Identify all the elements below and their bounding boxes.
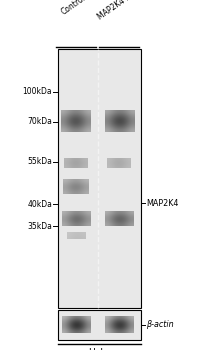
Text: β-actin: β-actin [146, 320, 174, 329]
Text: 70kDa: 70kDa [27, 117, 52, 126]
Text: Control: Control [59, 0, 87, 17]
Text: 55kDa: 55kDa [27, 157, 52, 166]
Text: MAP2K4 KO: MAP2K4 KO [96, 0, 137, 21]
Text: 100kDa: 100kDa [23, 87, 52, 96]
Text: 40kDa: 40kDa [27, 200, 52, 209]
Text: MAP2K4: MAP2K4 [146, 198, 178, 208]
Bar [58, 49, 141, 308]
Bar [58, 310, 141, 340]
Text: HeLa: HeLa [88, 348, 111, 350]
Text: 35kDa: 35kDa [27, 222, 52, 231]
